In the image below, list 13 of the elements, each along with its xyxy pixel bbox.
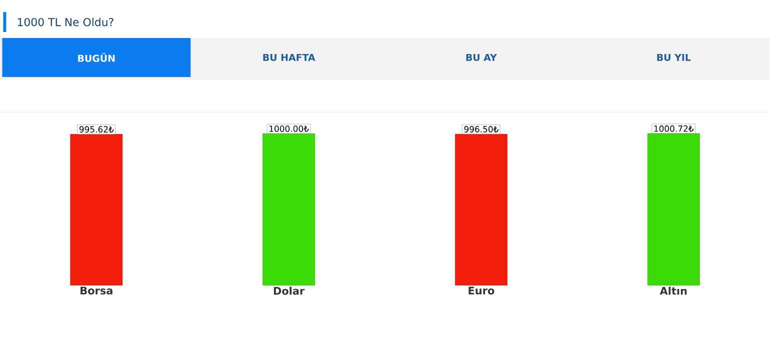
- data-label: 1000.00₺: [270, 126, 309, 132]
- data-label: 995.62₺: [79, 126, 114, 133]
- text: BUGÜN: [78, 53, 115, 62]
- text: BU YIL: [657, 54, 691, 62]
- text: BU HAFTA: [263, 54, 316, 62]
- data-label: 996.50₺: [464, 126, 498, 133]
- data-label: 1000.72₺: [654, 126, 694, 132]
- x-tick-label: Dolar: [274, 286, 305, 295]
- x-tick-label: Altın: [660, 286, 687, 295]
- chart-title: 1000 TL Ne Oldu?: [18, 18, 114, 26]
- x-tick-label: Euro: [468, 286, 494, 295]
- text: BU AY: [466, 54, 497, 62]
- x-tick-label: Borsa: [80, 286, 112, 295]
